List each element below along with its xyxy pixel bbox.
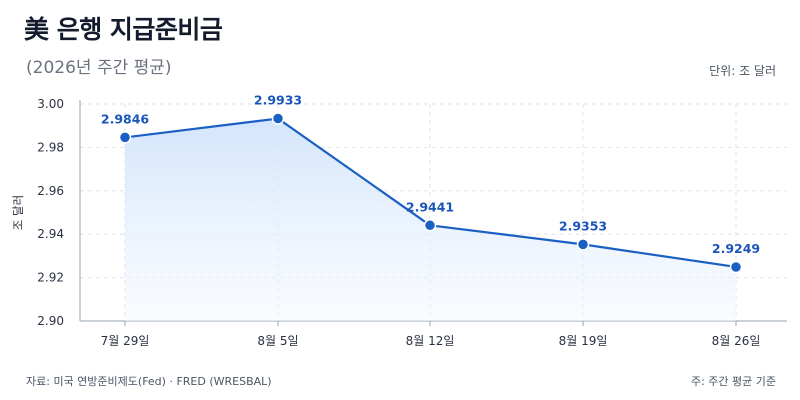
x-tick-label: 8월 12일 [406,334,455,348]
y-tick-label: 2.98 [37,140,64,154]
x-tick-label: 8월 26일 [712,334,761,348]
data-label: 2.9441 [406,199,454,214]
chart-subtitle: (2026년 주간 평균) [26,58,172,78]
area-layer [125,118,736,321]
data-label: 2.9933 [254,93,302,108]
label-layer: 2.9846 2.9933 2.9441 2.9353 2.9249 [101,93,760,256]
footnote: 주: 주간 평균 기준 [690,375,776,388]
data-label: 2.9846 [101,111,150,126]
data-label: 2.9249 [712,241,760,256]
point-layer [118,112,743,274]
x-tick-label: 8월 19일 [559,334,608,348]
x-tick-label: 7월 29일 [101,334,150,348]
y-tick-label: 2.94 [37,227,64,241]
data-point [423,219,437,232]
y-tick-label: 3.00 [37,97,64,111]
y-axis-title: 조 달러 [11,195,25,230]
source-note: 자료: 미국 연방준비제도(Fed) · FRED (WRESBAL) [26,375,272,388]
data-point [118,131,132,144]
data-point [271,112,285,125]
axis-layer: 2.90 2.92 2.94 2.96 2.98 3.00 7월 29일 8월 5일 8월 12… [11,97,787,348]
data-point [576,238,590,251]
x-tick-label: 8월 5일 [257,334,298,348]
data-label: 2.9353 [559,218,607,233]
unit-label: 단위: 조 달러 [709,64,776,78]
y-tick-label: 2.96 [37,184,64,198]
chart-title: 美 은행 지급준비금 [24,15,223,44]
area-fill [125,118,736,321]
y-tick-label: 2.90 [37,314,64,328]
y-tick-label: 2.92 [37,271,64,285]
data-point [729,260,743,274]
